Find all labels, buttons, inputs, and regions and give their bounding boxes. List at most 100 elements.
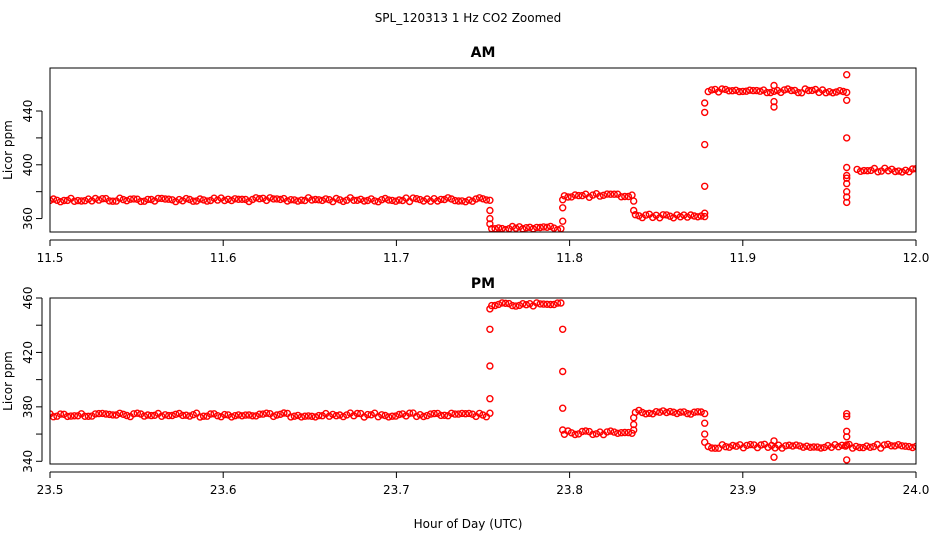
data-point — [669, 408, 678, 416]
data-point — [332, 194, 340, 203]
data-point — [834, 443, 843, 451]
data-point — [84, 195, 93, 203]
data-point — [874, 168, 882, 176]
data-point — [708, 444, 716, 452]
data-point — [494, 224, 503, 232]
data-point — [839, 87, 847, 96]
y-axis-label: Licor ppm — [1, 120, 15, 180]
data-point — [297, 413, 306, 421]
data-point — [430, 409, 438, 418]
data-point — [543, 223, 551, 232]
data-point — [74, 196, 82, 205]
data-point — [711, 444, 719, 452]
data-point — [756, 87, 764, 95]
data-point — [848, 444, 857, 452]
data-point — [269, 195, 278, 203]
data-point — [694, 213, 702, 221]
data-point — [571, 191, 579, 199]
data-point — [95, 196, 103, 204]
data-point — [371, 197, 379, 205]
data-point — [901, 442, 910, 450]
x-tick-label: 11.8 — [556, 251, 583, 265]
data-point — [269, 412, 278, 421]
data-point — [891, 167, 899, 176]
data-point — [206, 410, 215, 418]
data-point — [690, 212, 698, 220]
x-tick-label: 11.6 — [210, 251, 237, 265]
data-point — [894, 441, 903, 449]
data-point — [630, 420, 638, 429]
data-point — [559, 367, 567, 376]
data-point — [860, 166, 868, 175]
data-point — [357, 195, 365, 204]
data-point — [238, 195, 246, 204]
data-point — [353, 409, 361, 418]
data-point — [630, 206, 638, 215]
data-point — [70, 197, 79, 206]
data-point — [843, 163, 851, 172]
data-point — [859, 443, 867, 452]
data-point — [642, 410, 650, 418]
data-point — [178, 411, 187, 420]
data-point — [866, 443, 874, 451]
data-point — [116, 194, 124, 202]
data-point — [746, 86, 754, 94]
data-point — [539, 223, 548, 231]
data-point — [444, 194, 452, 202]
data-point — [707, 86, 716, 94]
data-point — [550, 300, 558, 309]
x-axis-label: Hour of Day (UTC) — [414, 517, 523, 531]
data-point — [806, 443, 814, 451]
data-point — [763, 88, 771, 97]
data-point — [617, 429, 625, 437]
data-point — [479, 195, 487, 203]
data-point — [196, 195, 204, 203]
data-point — [782, 442, 790, 450]
data-point — [614, 429, 622, 437]
data-point — [231, 195, 239, 203]
data-point — [905, 442, 913, 451]
data-point — [95, 409, 103, 418]
data-point — [725, 87, 733, 95]
data-point — [676, 213, 685, 221]
data-point — [189, 197, 197, 205]
data-point — [770, 103, 778, 111]
data-point — [385, 196, 393, 204]
data-point — [617, 193, 625, 201]
data-point — [238, 412, 246, 420]
data-point — [662, 211, 671, 219]
data-point — [315, 411, 323, 420]
data-point — [825, 87, 834, 96]
data-point — [843, 96, 851, 105]
data-point — [144, 195, 152, 204]
data-point — [735, 87, 743, 96]
data-point — [621, 192, 629, 201]
data-point — [701, 212, 709, 221]
data-point — [870, 442, 878, 451]
data-point — [164, 195, 173, 203]
data-point — [458, 409, 466, 418]
data-point — [891, 442, 899, 450]
data-point — [701, 140, 709, 149]
data-point — [599, 191, 608, 200]
data-point — [843, 179, 851, 188]
data-point — [592, 430, 601, 438]
data-point — [294, 197, 302, 205]
data-point — [266, 194, 274, 202]
data-point — [501, 225, 510, 232]
data-point — [461, 197, 470, 206]
x-tick-label: 11.7 — [383, 251, 410, 265]
data-point — [67, 412, 75, 420]
data-point — [392, 197, 400, 205]
data-point — [843, 433, 851, 441]
data-point — [843, 456, 851, 464]
data-point — [440, 195, 449, 204]
data-point — [571, 430, 579, 439]
data-point — [486, 325, 494, 333]
data-point — [810, 443, 818, 451]
data-point — [311, 195, 320, 204]
y-tick-label: 400 — [21, 153, 35, 176]
data-point — [294, 411, 302, 420]
data-point — [559, 426, 567, 434]
data-point — [559, 325, 567, 333]
